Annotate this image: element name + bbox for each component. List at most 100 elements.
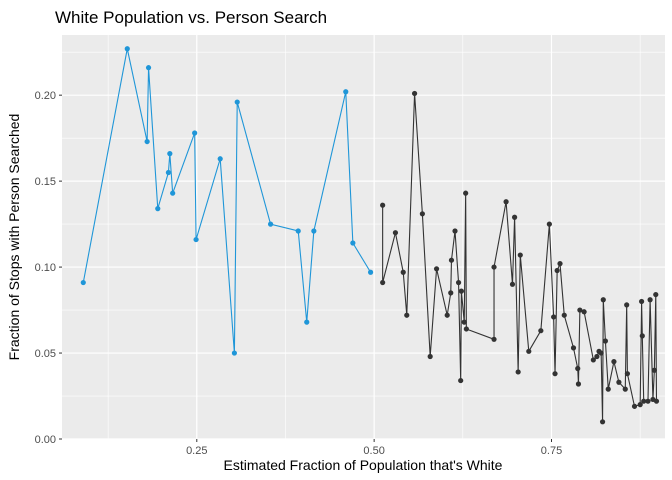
data-point xyxy=(491,336,497,342)
data-point xyxy=(145,65,152,71)
data-point xyxy=(515,369,521,375)
data-point xyxy=(598,350,604,356)
data-point xyxy=(350,240,356,246)
data-point xyxy=(448,290,454,296)
data-point xyxy=(552,371,558,377)
data-point xyxy=(639,333,645,339)
data-point xyxy=(400,269,406,275)
data-point xyxy=(231,350,237,356)
data-point xyxy=(577,307,583,313)
data-point xyxy=(304,319,310,325)
data-point xyxy=(503,199,509,205)
data-point xyxy=(392,230,399,236)
data-point xyxy=(491,264,497,270)
data-point xyxy=(80,279,86,286)
data-point xyxy=(463,326,469,332)
data-point xyxy=(581,309,587,315)
x-tick-label: 0.25 xyxy=(186,445,207,457)
data-point xyxy=(411,90,418,97)
plot-panel xyxy=(62,35,665,439)
data-point xyxy=(647,297,653,303)
series-0 xyxy=(80,46,374,356)
data-point xyxy=(561,312,567,318)
data-point xyxy=(463,190,469,196)
data-point xyxy=(638,298,645,305)
series-layer xyxy=(80,46,660,425)
data-point xyxy=(594,353,600,360)
data-point xyxy=(124,46,130,52)
series-1 xyxy=(380,90,660,425)
data-point xyxy=(651,367,657,373)
data-point xyxy=(590,357,596,363)
data-point xyxy=(234,99,240,105)
data-point xyxy=(546,221,552,227)
y-tick-label: 0.05 xyxy=(35,348,56,360)
data-point xyxy=(616,379,622,385)
data-point xyxy=(554,267,560,274)
y-tick-label: 0.15 xyxy=(35,176,56,188)
data-point xyxy=(511,214,518,220)
data-point xyxy=(165,169,172,176)
chart-title: White Population vs. Person Search xyxy=(55,8,327,27)
data-point xyxy=(458,377,464,384)
data-point xyxy=(641,398,647,404)
data-point xyxy=(600,297,606,303)
data-point xyxy=(267,221,274,227)
data-point xyxy=(624,371,631,377)
data-point xyxy=(611,359,617,365)
data-point xyxy=(653,398,660,404)
data-point xyxy=(444,312,450,318)
data-point xyxy=(427,353,433,360)
data-point xyxy=(458,288,464,294)
data-point xyxy=(631,403,638,409)
data-point xyxy=(538,328,544,334)
data-point xyxy=(461,319,467,325)
data-point xyxy=(551,314,557,320)
data-point xyxy=(404,312,410,318)
data-point xyxy=(170,190,176,196)
y-tick-label: 0.10 xyxy=(35,262,56,274)
x-tick-label: 0.50 xyxy=(363,445,384,457)
data-point xyxy=(455,279,462,286)
y-tick-label: 0.20 xyxy=(35,90,56,102)
data-point xyxy=(192,130,198,136)
data-point xyxy=(575,365,581,372)
data-point xyxy=(380,202,386,208)
x-axis-title: Estimated Fraction of Population that's … xyxy=(224,457,503,473)
data-point xyxy=(526,348,532,354)
data-point xyxy=(217,156,223,162)
data-point xyxy=(637,402,643,408)
data-point xyxy=(311,228,317,234)
y-tick-label: 0.00 xyxy=(35,434,56,446)
data-point xyxy=(509,281,516,287)
data-point xyxy=(517,252,523,258)
y-axis-title: Fraction of Stops with Person Searched xyxy=(6,114,22,361)
data-point xyxy=(448,257,455,263)
data-point xyxy=(645,398,651,404)
data-point xyxy=(602,338,609,344)
data-point xyxy=(624,302,630,308)
data-point xyxy=(433,266,440,272)
axes: 0.25 0.50 0.75 0.00 0.05 0.10 0.15 0.20 xyxy=(35,90,563,457)
data-point xyxy=(367,269,374,275)
data-point xyxy=(380,279,386,286)
series-0-line xyxy=(82,48,372,354)
data-point xyxy=(605,386,611,392)
data-point xyxy=(155,206,161,212)
data-point xyxy=(653,291,659,298)
data-point xyxy=(452,228,458,234)
data-point xyxy=(144,138,150,145)
data-point xyxy=(295,228,301,234)
data-point xyxy=(193,236,199,243)
data-point xyxy=(570,345,577,351)
data-point xyxy=(557,261,563,267)
data-point xyxy=(343,89,349,95)
x-tick-label: 0.75 xyxy=(541,445,562,457)
grid-minor xyxy=(62,35,665,439)
data-point xyxy=(599,419,606,425)
data-point xyxy=(622,386,628,392)
data-point xyxy=(419,211,425,217)
data-point xyxy=(167,151,173,157)
data-point xyxy=(575,381,582,387)
